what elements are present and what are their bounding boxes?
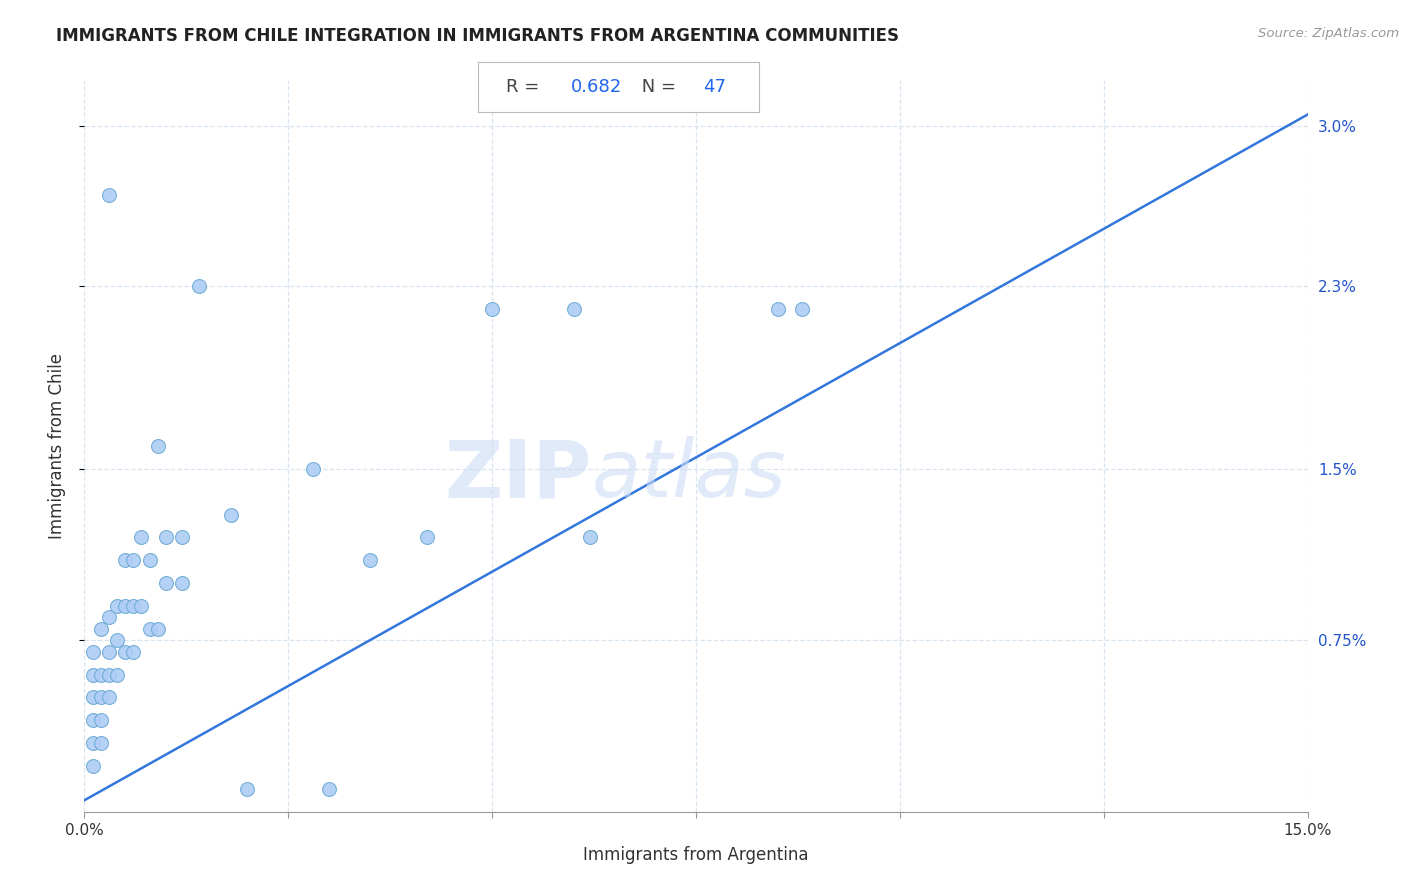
Point	[90, 736, 112, 750]
Y-axis label: Immigrants from Chile: Immigrants from Chile	[48, 353, 66, 539]
Point	[82, 645, 104, 659]
Point	[187, 279, 209, 293]
Point	[114, 645, 136, 659]
Point	[82, 667, 104, 681]
Point	[146, 439, 169, 453]
Point	[82, 690, 104, 705]
Point	[97, 690, 120, 705]
Point	[122, 645, 145, 659]
Point	[97, 645, 120, 659]
Text: atlas: atlas	[592, 436, 787, 515]
Point	[82, 736, 104, 750]
Point	[766, 301, 789, 316]
Point	[481, 301, 503, 316]
Point	[146, 622, 169, 636]
Point	[90, 714, 112, 728]
Point	[155, 530, 177, 544]
Point	[236, 781, 259, 796]
Point	[318, 781, 340, 796]
Point	[97, 667, 120, 681]
Point	[90, 622, 112, 636]
Text: ZIP: ZIP	[444, 436, 592, 515]
Point	[138, 622, 160, 636]
Text: Source: ZipAtlas.com: Source: ZipAtlas.com	[1258, 27, 1399, 40]
Text: 47: 47	[703, 78, 725, 96]
Point	[359, 553, 381, 567]
Point	[114, 553, 136, 567]
Point	[105, 599, 128, 613]
Point	[90, 667, 112, 681]
Point	[105, 667, 128, 681]
Point	[219, 508, 242, 522]
Text: 0.682: 0.682	[571, 78, 621, 96]
Text: R =: R =	[506, 78, 546, 96]
Point	[172, 530, 194, 544]
Point	[579, 530, 602, 544]
Text: N =: N =	[636, 78, 682, 96]
Point	[155, 576, 177, 591]
Point	[105, 633, 128, 648]
Point	[416, 530, 439, 544]
Point	[82, 759, 104, 773]
Point	[97, 610, 120, 624]
Point	[301, 462, 323, 476]
Point	[90, 690, 112, 705]
Point	[97, 187, 120, 202]
Text: IMMIGRANTS FROM CHILE INTEGRATION IN IMMIGRANTS FROM ARGENTINA COMMUNITIES: IMMIGRANTS FROM CHILE INTEGRATION IN IMM…	[56, 27, 900, 45]
Point	[562, 301, 585, 316]
X-axis label: Immigrants from Argentina: Immigrants from Argentina	[583, 847, 808, 864]
Point	[82, 714, 104, 728]
Point	[138, 553, 160, 567]
Point	[122, 553, 145, 567]
Point	[131, 530, 153, 544]
Point	[790, 301, 813, 316]
Point	[114, 599, 136, 613]
Point	[172, 576, 194, 591]
Point	[131, 599, 153, 613]
Point	[122, 599, 145, 613]
